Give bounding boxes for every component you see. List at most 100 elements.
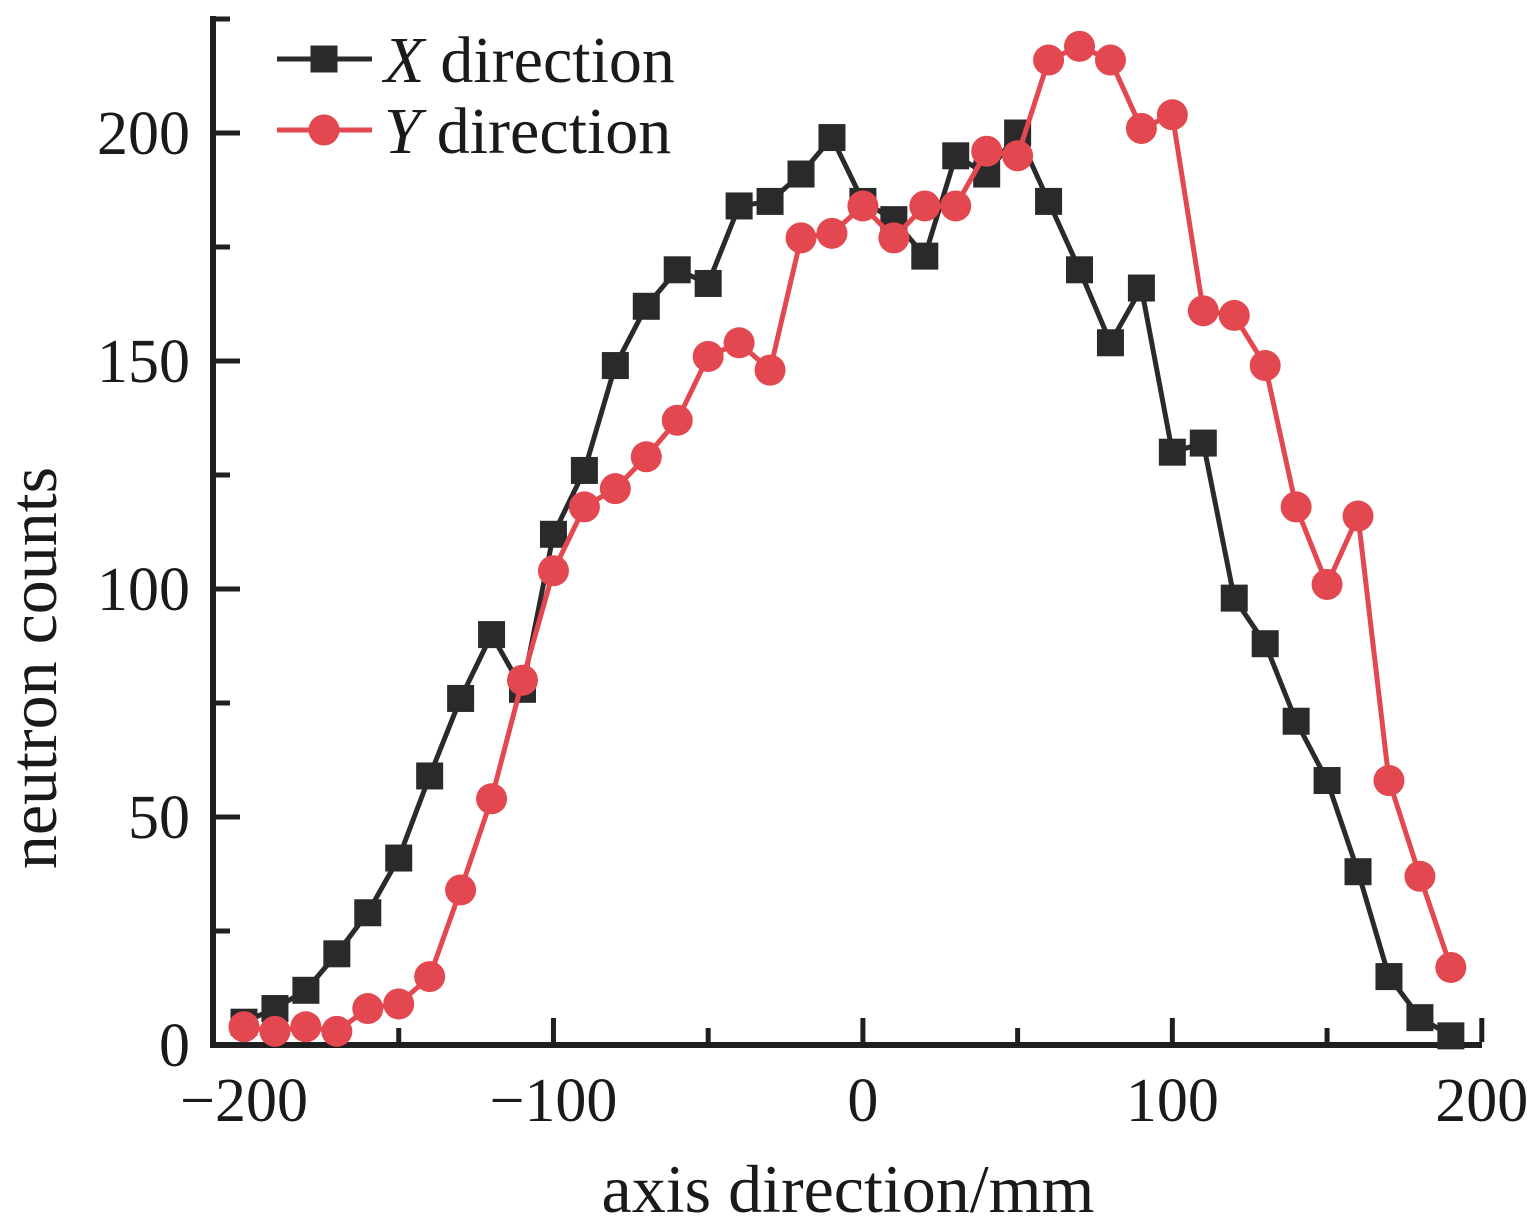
data-point-circle (1218, 299, 1250, 331)
data-point-circle (1094, 44, 1126, 76)
data-point-square (1066, 256, 1094, 284)
data-point-square (1127, 274, 1155, 302)
data-series (228, 30, 1467, 1050)
x-tick-label: 0 (847, 1067, 878, 1135)
x-axis-ticks (241, 1018, 1485, 1042)
data-point-square (1035, 187, 1063, 215)
data-point-square (756, 187, 784, 215)
data-point-circle (1002, 140, 1034, 172)
data-point-square (1282, 707, 1310, 735)
data-point-circle (816, 217, 848, 249)
data-point-circle (1435, 951, 1467, 983)
data-point-square (478, 621, 506, 649)
data-point-circle (754, 354, 786, 386)
series-y-direction (228, 30, 1467, 1047)
data-point-circle (507, 664, 539, 696)
data-point-circle (940, 190, 972, 222)
x-tick-label: 200 (1435, 1067, 1528, 1135)
data-point-square (725, 192, 753, 220)
data-point-circle (1342, 500, 1374, 532)
data-point-circle (476, 783, 508, 815)
tick-labels: −200 −100 0 100 200 0 50 100 150 200 (97, 100, 1528, 1135)
axes (210, 16, 1485, 1048)
data-point-square (1189, 429, 1217, 457)
data-point-square (1158, 438, 1186, 466)
data-point-circle (1187, 295, 1219, 327)
data-point-square (1437, 1022, 1465, 1050)
data-point-square (354, 899, 382, 927)
data-point-circle (568, 491, 600, 523)
series-line (242, 128, 1453, 1039)
data-point-circle (1280, 491, 1312, 523)
data-point-circle (1156, 99, 1188, 131)
x-tick-label: −100 (489, 1067, 617, 1135)
data-point-square (601, 352, 629, 380)
data-point-circle (1373, 765, 1405, 797)
data-point-square (539, 520, 567, 548)
data-point-circle (847, 190, 879, 222)
y-tick-label: 50 (128, 784, 190, 852)
data-point-square (911, 242, 939, 270)
data-point-square (385, 844, 413, 872)
data-point-square (416, 762, 444, 790)
data-point-square (818, 124, 846, 152)
y-axis-title: neutron counts (0, 467, 71, 869)
data-point-circle (321, 1015, 353, 1047)
y-tick-label: 0 (159, 1012, 190, 1080)
data-point-square (787, 160, 815, 188)
data-point-circle (1404, 860, 1436, 892)
data-point-circle (661, 404, 693, 436)
data-point-circle (1311, 568, 1343, 600)
data-point-square (447, 684, 475, 712)
data-point-square (1220, 584, 1248, 612)
data-point-circle (878, 222, 910, 254)
data-point-circle (445, 874, 477, 906)
data-point-circle (971, 135, 1003, 167)
data-point-circle (259, 1015, 291, 1047)
y-tick-label: 100 (97, 556, 190, 624)
data-point-circle (228, 1011, 260, 1043)
x-tick-label: −200 (180, 1067, 308, 1135)
data-point-square (1375, 963, 1403, 991)
data-point-circle (692, 340, 724, 372)
data-point-circle (630, 441, 662, 473)
data-point-square (292, 976, 320, 1004)
series-line (243, 43, 1454, 1034)
data-point-circle (909, 190, 941, 222)
legend-circle-marker (308, 114, 340, 146)
data-point-square (1406, 1004, 1434, 1032)
data-point-square (942, 142, 970, 170)
data-point-circle (723, 327, 755, 359)
x-axis-title: axis direction/mm (602, 1151, 1095, 1227)
data-point-circle (290, 1011, 322, 1043)
data-point-square (694, 269, 722, 297)
data-point-square (663, 256, 691, 284)
data-point-square (1096, 329, 1124, 357)
data-point-square (1251, 630, 1279, 658)
series-x-direction (230, 119, 1465, 1050)
data-point-circle (414, 961, 446, 993)
data-point-square (632, 292, 660, 320)
data-point-circle (383, 988, 415, 1020)
data-point-square (1313, 767, 1341, 795)
y-tick-label: 200 (97, 100, 190, 168)
data-point-circle (537, 555, 569, 587)
data-point-circle (1064, 30, 1096, 62)
data-point-circle (352, 993, 384, 1025)
data-point-circle (1249, 350, 1281, 382)
data-point-circle (599, 473, 631, 505)
data-point-circle (1033, 44, 1065, 76)
legend-square-marker (310, 45, 338, 73)
data-point-square (570, 456, 598, 484)
x-tick-label: 100 (1126, 1067, 1219, 1135)
data-point-circle (1125, 112, 1157, 144)
data-point-square (1344, 858, 1372, 886)
y-axis-ticks (216, 16, 240, 1048)
